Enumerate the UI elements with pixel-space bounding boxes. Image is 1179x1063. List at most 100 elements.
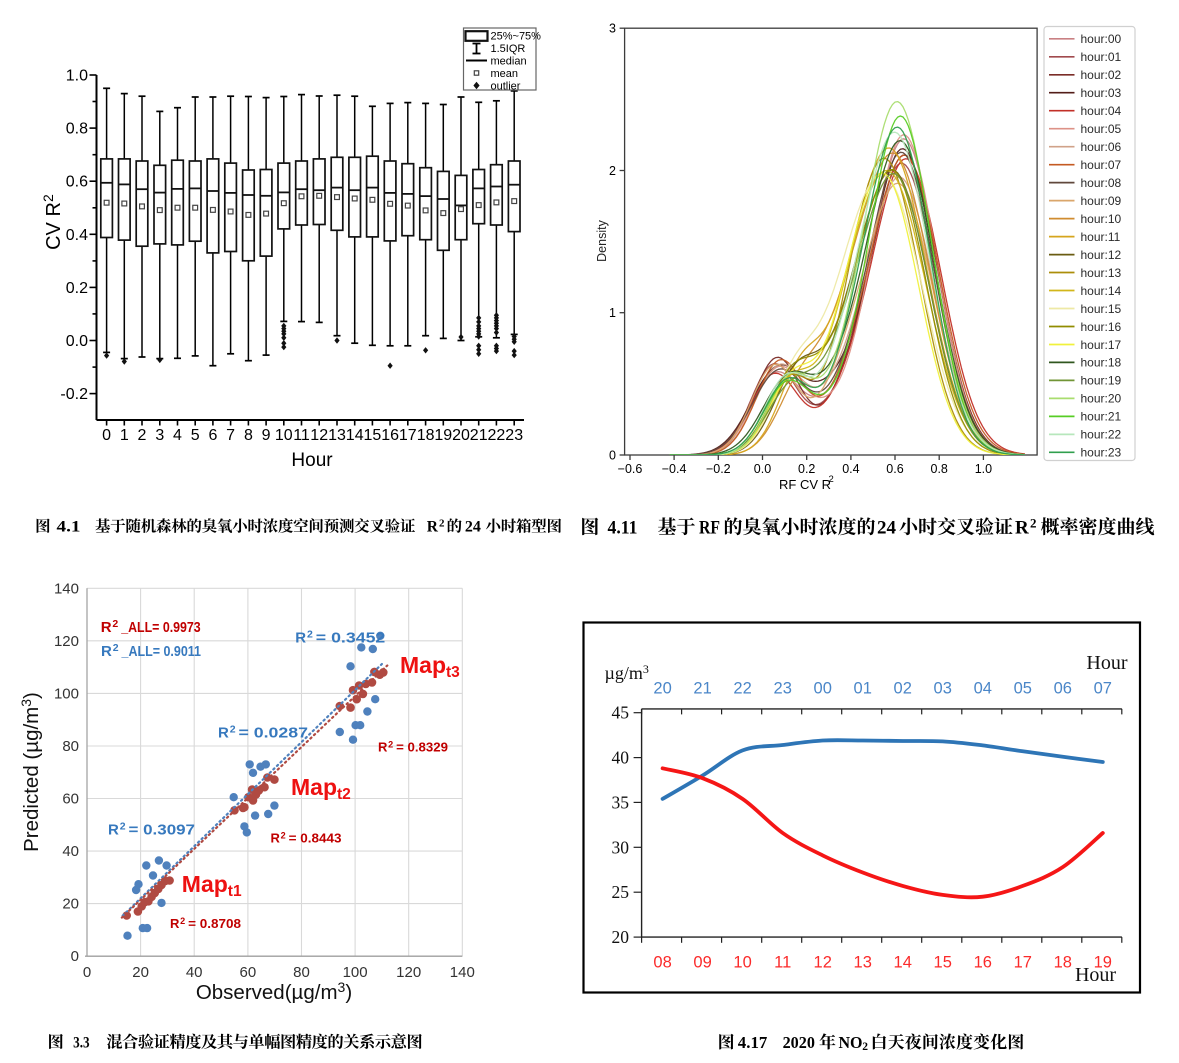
svg-text:11: 11 — [293, 427, 310, 444]
svg-text:−0.2: −0.2 — [706, 462, 731, 476]
svg-text:hour:14: hour:14 — [1081, 284, 1122, 298]
svg-text:0.6: 0.6 — [886, 462, 903, 476]
svg-text:120: 120 — [396, 964, 421, 981]
svg-text:30: 30 — [612, 837, 630, 857]
svg-text:40: 40 — [62, 843, 79, 860]
svg-text:23: 23 — [505, 427, 523, 444]
svg-text:= 0.8329: = 0.8329 — [396, 740, 448, 755]
svg-text:0: 0 — [71, 948, 79, 965]
svg-text:15: 15 — [364, 427, 382, 444]
svg-text:2: 2 — [439, 518, 445, 530]
svg-text:4.1: 4.1 — [57, 519, 81, 536]
svg-text:hour:20: hour:20 — [1081, 392, 1122, 406]
svg-text:hour:18: hour:18 — [1081, 356, 1122, 370]
svg-text:2: 2 — [120, 820, 126, 832]
svg-text:60: 60 — [240, 964, 257, 981]
svg-text:12: 12 — [310, 427, 328, 444]
svg-text:= 0.0287: = 0.0287 — [239, 724, 309, 741]
svg-text:hour:11: hour:11 — [1081, 230, 1121, 244]
svg-text:22: 22 — [488, 427, 506, 444]
svg-text:3.3: 3.3 — [73, 1033, 90, 1052]
svg-text:19: 19 — [434, 427, 452, 444]
svg-text:hour:15: hour:15 — [1081, 302, 1122, 316]
svg-text:hour:21: hour:21 — [1081, 410, 1122, 424]
svg-text:0.8: 0.8 — [931, 462, 948, 476]
svg-text:4.17: 4.17 — [738, 1033, 768, 1052]
svg-text:1: 1 — [120, 427, 129, 444]
svg-text:R: R — [378, 740, 388, 755]
svg-text:0: 0 — [609, 449, 616, 463]
svg-text:= 0.8443: = 0.8443 — [289, 831, 342, 846]
svg-text:18: 18 — [417, 427, 435, 444]
svg-text:0.2: 0.2 — [66, 280, 88, 297]
svg-text:2: 2 — [388, 739, 393, 749]
svg-text:2: 2 — [138, 427, 147, 444]
svg-text:hour:00: hour:00 — [1081, 32, 1122, 46]
svg-text:10: 10 — [275, 427, 293, 444]
svg-text:16: 16 — [974, 954, 992, 972]
svg-text:hour:23: hour:23 — [1081, 446, 1122, 460]
svg-text:3: 3 — [609, 22, 616, 36]
svg-text:Hour: Hour — [1075, 964, 1116, 986]
svg-text:hour:01: hour:01 — [1081, 50, 1122, 64]
svg-text:0: 0 — [83, 964, 91, 981]
svg-text:hour:08: hour:08 — [1081, 176, 1122, 190]
svg-text:2: 2 — [1030, 516, 1037, 531]
svg-text:RF CV R: RF CV R — [779, 477, 831, 492]
svg-text:_ALL= 0.9011: _ALL= 0.9011 — [121, 643, 201, 660]
svg-text:22: 22 — [733, 680, 751, 698]
svg-text:17: 17 — [1014, 954, 1032, 972]
svg-text:R: R — [170, 916, 180, 931]
svg-text:2: 2 — [112, 618, 118, 630]
svg-text:01: 01 — [854, 680, 872, 698]
svg-text:4: 4 — [173, 427, 182, 444]
svg-text:10: 10 — [733, 954, 751, 972]
svg-text:outlier: outlier — [491, 81, 521, 93]
svg-text:2: 2 — [180, 916, 185, 926]
svg-text:20: 20 — [612, 927, 630, 947]
svg-text:hour:06: hour:06 — [1081, 140, 1122, 154]
svg-text:= 0.3097: = 0.3097 — [129, 821, 196, 838]
svg-text:40: 40 — [186, 964, 203, 981]
svg-text:hour:19: hour:19 — [1081, 374, 1122, 388]
svg-text:hour:12: hour:12 — [1081, 248, 1122, 262]
svg-text:2: 2 — [113, 642, 119, 654]
svg-text:0.8: 0.8 — [66, 121, 88, 138]
svg-text:RF: RF — [699, 518, 720, 539]
svg-text:0.0: 0.0 — [66, 333, 88, 350]
svg-text:7: 7 — [226, 427, 235, 444]
svg-text:8: 8 — [244, 427, 253, 444]
svg-text:23: 23 — [774, 680, 792, 698]
svg-text:5: 5 — [191, 427, 200, 444]
svg-text:1.0: 1.0 — [66, 68, 88, 85]
svg-text:02: 02 — [894, 680, 912, 698]
svg-text:mean: mean — [491, 68, 519, 80]
svg-text:20: 20 — [62, 896, 79, 913]
svg-text:R: R — [108, 821, 119, 838]
svg-text:15: 15 — [934, 954, 952, 972]
svg-text:11: 11 — [774, 954, 791, 972]
svg-text:60: 60 — [62, 791, 79, 808]
svg-text:20: 20 — [653, 680, 671, 698]
svg-text:6: 6 — [208, 427, 217, 444]
svg-text:2020: 2020 — [783, 1033, 815, 1052]
svg-text:Hour: Hour — [1086, 652, 1127, 674]
svg-text:140: 140 — [54, 580, 79, 597]
svg-text:2: 2 — [862, 1041, 868, 1053]
svg-text:80: 80 — [293, 964, 310, 981]
svg-text:−0.4: −0.4 — [662, 462, 687, 476]
svg-text:07: 07 — [1094, 680, 1112, 698]
svg-text:20: 20 — [132, 964, 149, 981]
svg-text:03: 03 — [934, 680, 952, 698]
svg-text:40: 40 — [612, 748, 630, 768]
svg-text:140: 140 — [450, 964, 475, 981]
svg-text:13: 13 — [328, 427, 346, 444]
svg-text:0.2: 0.2 — [798, 462, 815, 476]
svg-text:1.0: 1.0 — [975, 462, 992, 476]
svg-text:05: 05 — [1014, 680, 1032, 698]
svg-text:hour:16: hour:16 — [1081, 320, 1122, 334]
svg-text:R: R — [1015, 518, 1029, 539]
svg-text:= 0.3452: = 0.3452 — [316, 629, 386, 646]
svg-text:24: 24 — [877, 518, 897, 539]
svg-text:hour:04: hour:04 — [1081, 104, 1122, 118]
